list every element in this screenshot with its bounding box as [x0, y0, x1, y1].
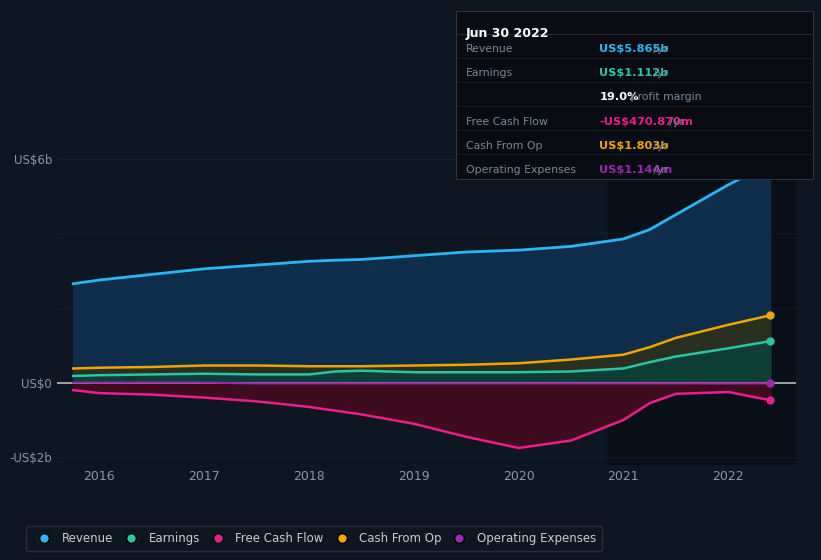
Text: Earnings: Earnings	[466, 68, 512, 78]
Text: Jun 30 2022: Jun 30 2022	[466, 27, 549, 40]
Text: US$5.865b: US$5.865b	[599, 44, 669, 54]
Text: /yr: /yr	[667, 116, 685, 127]
Text: US$1.803b: US$1.803b	[599, 141, 669, 151]
Bar	[608, 129, 796, 465]
Text: Revenue: Revenue	[466, 44, 513, 54]
Text: /yr: /yr	[649, 141, 667, 151]
Text: /yr: /yr	[649, 68, 667, 78]
Text: /yr: /yr	[649, 165, 667, 175]
Text: -US$470.870m: -US$470.870m	[599, 116, 693, 127]
Text: /yr: /yr	[649, 44, 667, 54]
Legend: Revenue, Earnings, Free Cash Flow, Cash From Op, Operating Expenses: Revenue, Earnings, Free Cash Flow, Cash …	[26, 526, 603, 551]
Text: US$1.112b: US$1.112b	[599, 68, 669, 78]
Text: Operating Expenses: Operating Expenses	[466, 165, 576, 175]
Text: US$1.144m: US$1.144m	[599, 165, 672, 175]
Text: Free Cash Flow: Free Cash Flow	[466, 116, 548, 127]
Text: profit margin: profit margin	[627, 92, 702, 102]
Text: 19.0%: 19.0%	[599, 92, 639, 102]
Text: Cash From Op: Cash From Op	[466, 141, 542, 151]
